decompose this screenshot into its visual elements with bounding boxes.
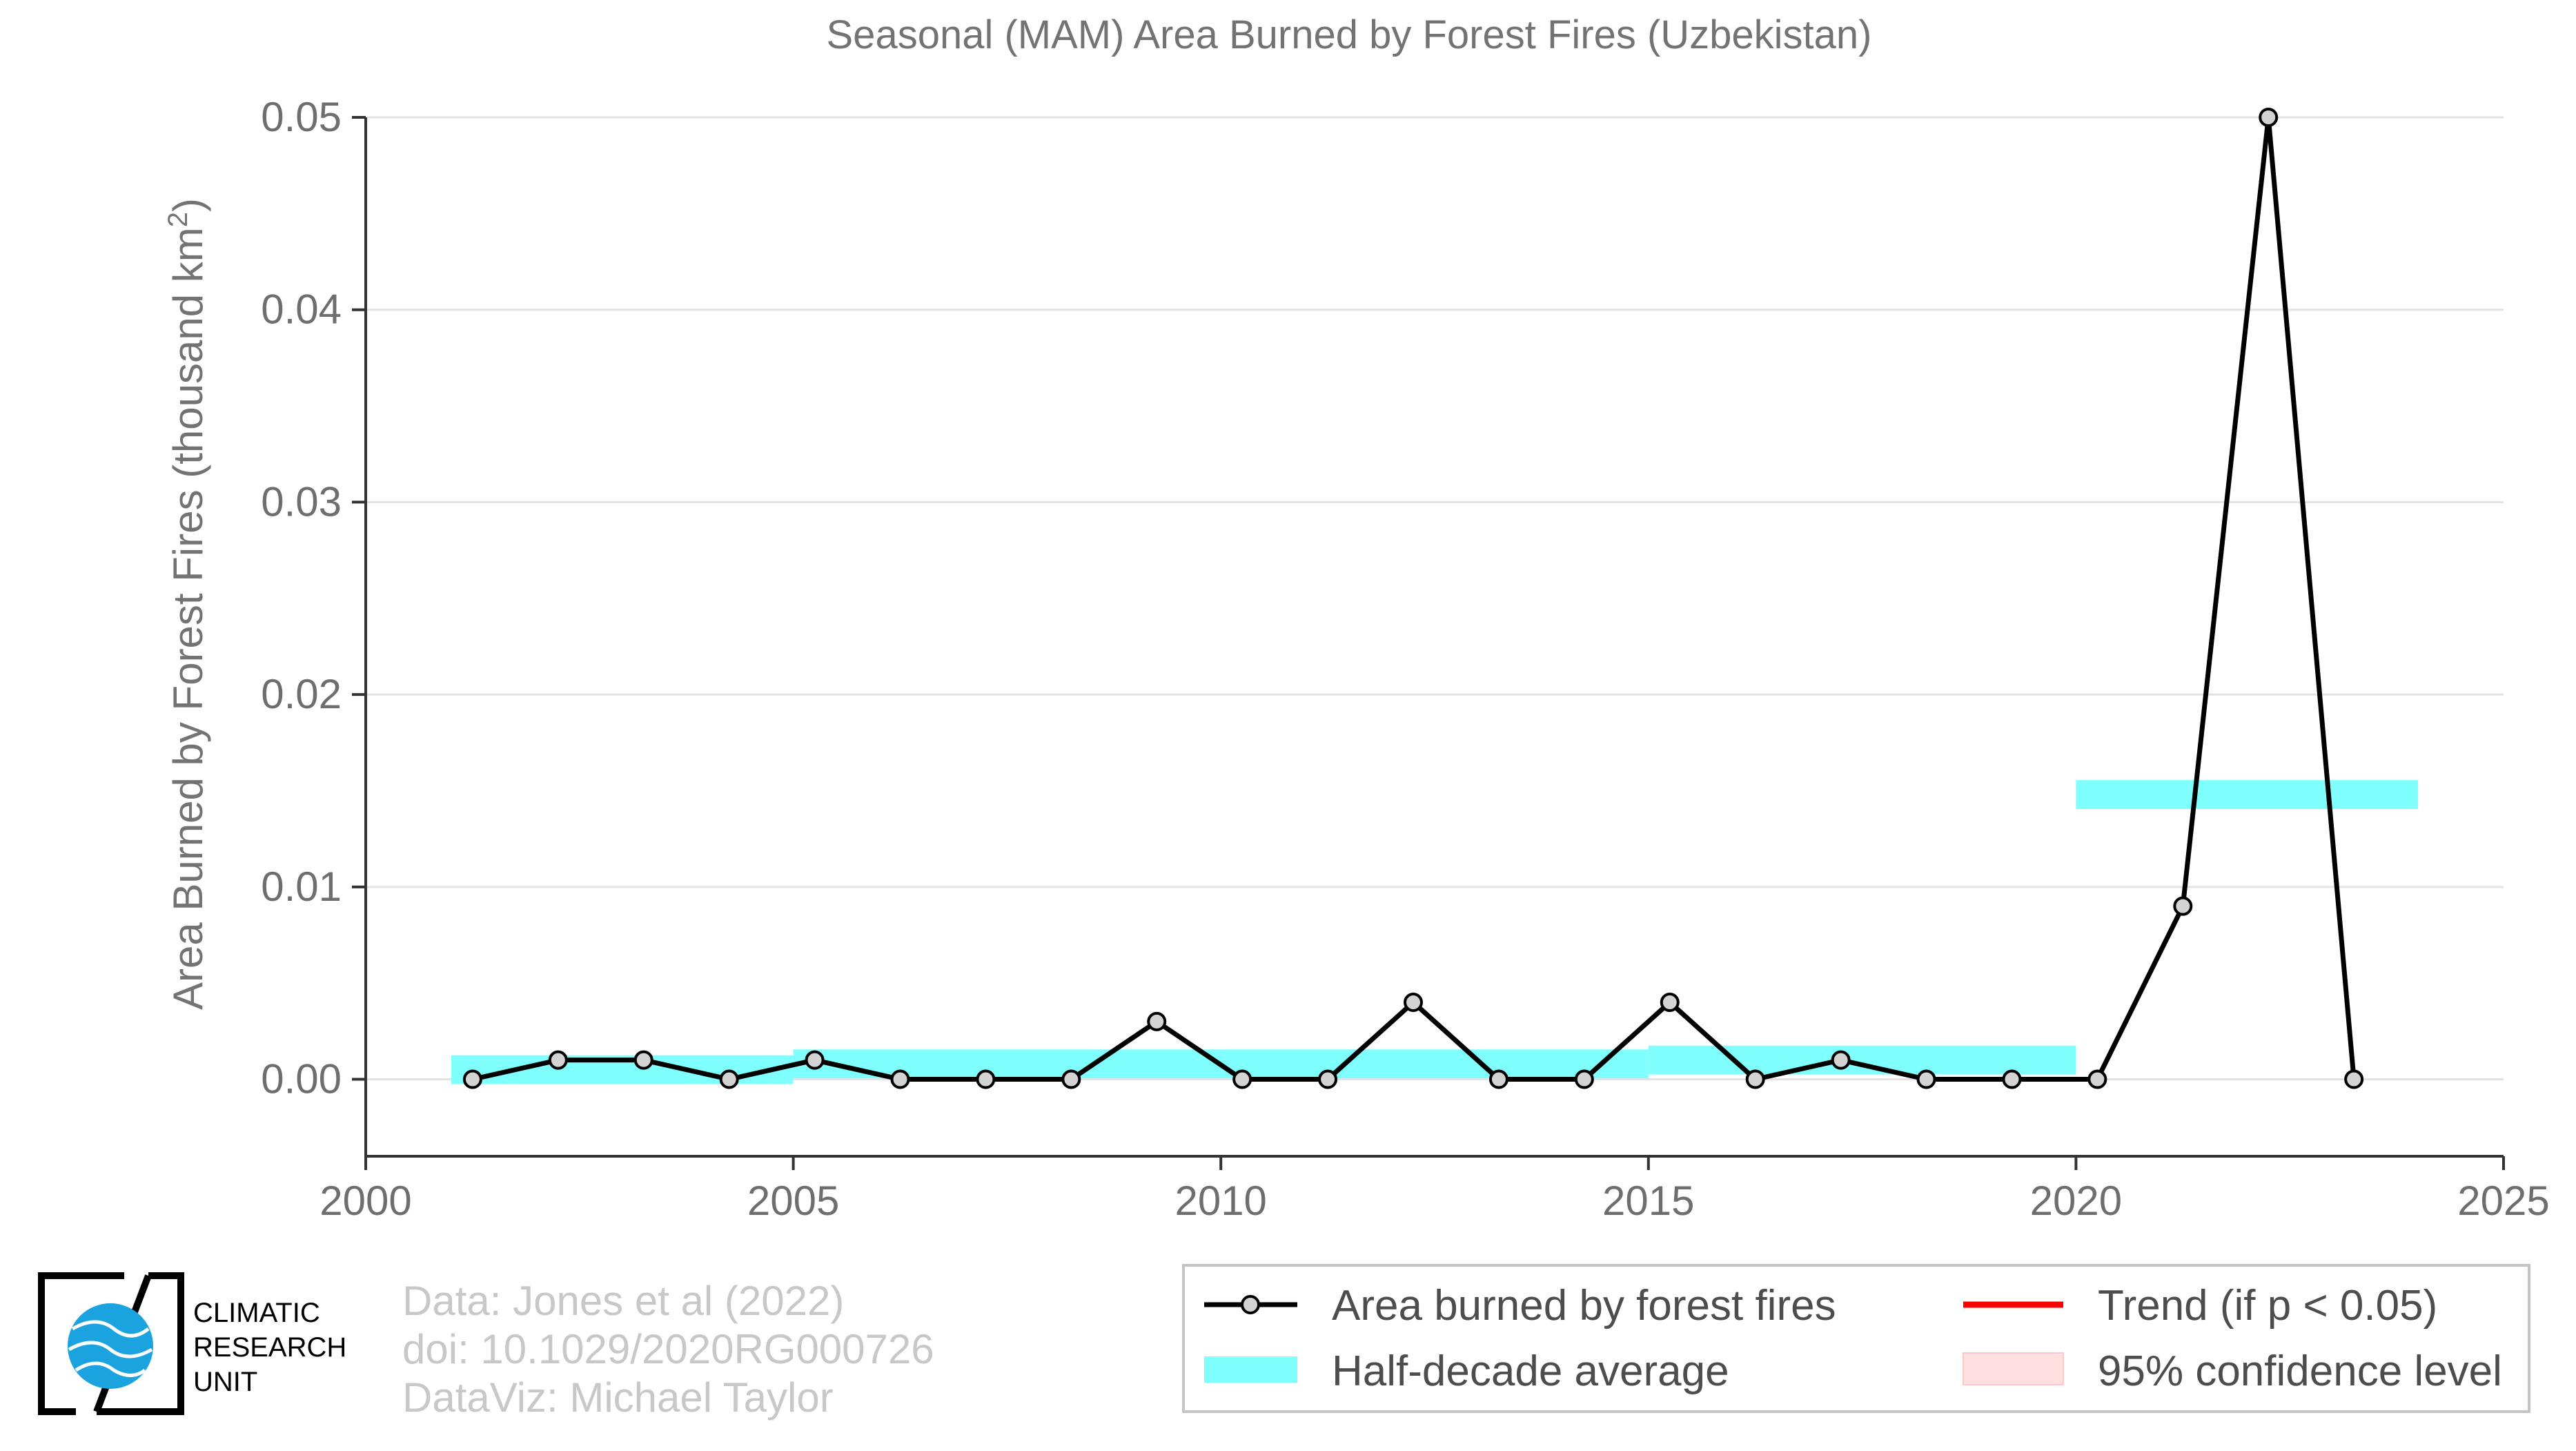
x-tick-label: 2025 <box>2457 1178 2549 1224</box>
legend-label-trend: Trend (if p < 0.05) <box>2098 1282 2437 1330</box>
half-decade-band <box>2076 780 2419 809</box>
data-point <box>2002 1069 2022 1089</box>
globe-wave-1 <box>71 1320 150 1338</box>
data-point <box>976 1069 996 1089</box>
data-point <box>805 1050 825 1070</box>
legend: Area burned by forest fires Half-decade … <box>1182 1264 2530 1413</box>
x-tick-label: 2010 <box>1174 1178 1266 1224</box>
data-point <box>1831 1050 1851 1070</box>
x-tick-label: 2000 <box>319 1178 411 1224</box>
logo-text-2: RESEARCH <box>193 1332 346 1363</box>
y-tick-label: 0.01 <box>261 864 342 910</box>
series-line <box>472 115 2357 1082</box>
legend-key-confidence <box>1963 1352 2064 1385</box>
legend-label-half-decade: Half-decade average <box>1332 1347 1729 1395</box>
legend-key-half-decade <box>1204 1356 1297 1383</box>
globe-wave-2 <box>68 1341 153 1359</box>
axes <box>364 117 2505 1170</box>
y-axis-title-sup: 2 <box>163 212 193 227</box>
data-point <box>633 1050 653 1070</box>
data-series <box>462 108 2364 1089</box>
legend-label-series: Area burned by forest fires <box>1332 1282 1836 1330</box>
data-point <box>1318 1069 1338 1089</box>
data-point <box>1232 1069 1252 1089</box>
data-point <box>2173 896 2193 916</box>
half-decade-bands <box>451 780 2419 1084</box>
data-point <box>1061 1069 1081 1089</box>
data-point <box>2344 1069 2364 1089</box>
data-point <box>719 1069 739 1089</box>
chart-title: Seasonal (MAM) Area Burned by Forest Fir… <box>827 12 1872 57</box>
data-point <box>1745 1069 1765 1089</box>
legend-box <box>1182 1264 2530 1413</box>
logo-bracket-right <box>97 1272 184 1415</box>
y-tick-labels: 0.00 0.01 0.02 0.03 0.04 0.05 <box>261 94 342 1102</box>
data-point <box>1488 1069 1508 1089</box>
data-point <box>1574 1069 1594 1089</box>
x-tick-label: 2020 <box>2030 1178 2122 1224</box>
credit-doi: doi: 10.1029/2020RG000726 <box>402 1326 934 1372</box>
legend-label-confidence: 95% confidence level <box>2098 1347 2502 1395</box>
data-point <box>1660 993 1680 1013</box>
logo-text-3: UNIT <box>193 1367 257 1397</box>
grid-lines <box>352 116 2504 1081</box>
credit-dataviz: DataViz: Michael Taylor <box>402 1374 834 1421</box>
data-point <box>1147 1011 1167 1031</box>
data-point <box>2087 1069 2107 1089</box>
y-tick-label: 0.04 <box>261 286 342 333</box>
y-tick-label: 0.00 <box>261 1056 342 1102</box>
data-point <box>1916 1069 1936 1089</box>
globe-icon <box>68 1303 153 1389</box>
y-tick-label: 0.02 <box>261 671 342 717</box>
data-point <box>462 1069 482 1089</box>
globe-wave-3 <box>75 1361 146 1377</box>
y-tick-label: 0.05 <box>261 94 342 140</box>
data-point <box>1404 993 1424 1013</box>
logo-bracket-left <box>38 1272 124 1415</box>
y-axis-title: Area Burned by Forest Fires (thousand km… <box>163 198 211 1010</box>
y-axis-title-main: Area Burned by Forest Fires (thousand km <box>165 227 211 1010</box>
legend-key-series-marker <box>1241 1295 1260 1314</box>
data-point <box>890 1069 910 1089</box>
logo-text-1: CLIMATIC <box>193 1298 320 1328</box>
x-tick-labels: 2000 2005 2010 2015 2020 2025 <box>319 1178 2549 1224</box>
y-tick-label: 0.03 <box>261 478 342 525</box>
data-point <box>548 1050 568 1070</box>
cru-logo: CLIMATIC RESEARCH UNIT <box>38 1272 346 1415</box>
x-tick-label: 2015 <box>1602 1178 1694 1224</box>
credit-data: Data: Jones et al (2022) <box>402 1278 844 1324</box>
data-point <box>2259 108 2279 127</box>
x-tick-label: 2005 <box>747 1178 839 1224</box>
y-axis-title-close: ) <box>165 198 211 212</box>
